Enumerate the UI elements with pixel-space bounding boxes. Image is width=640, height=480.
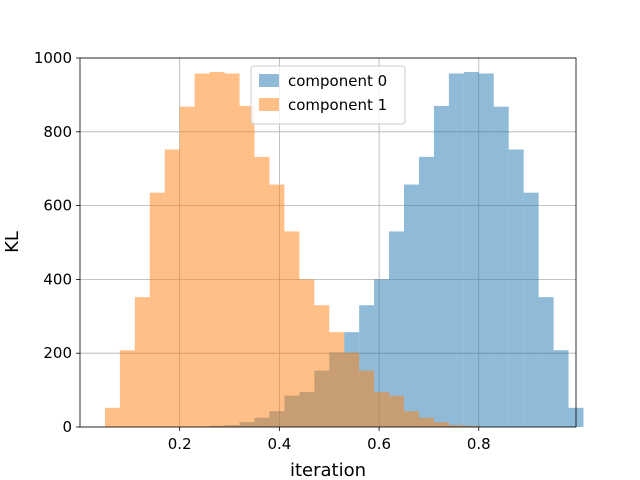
plot-frame	[79, 57, 577, 428]
histogram-bar-series-0	[418, 156, 434, 427]
y-axis-title: KL	[2, 231, 23, 253]
legend-box	[250, 65, 406, 125]
legend-swatch	[259, 98, 279, 111]
histogram-bar-series-1	[329, 332, 345, 427]
legend-swatch	[259, 74, 279, 87]
histogram-bar-series-1	[269, 184, 285, 427]
histogram-bar-series-1	[179, 106, 195, 427]
histogram-bar-series-0	[448, 73, 464, 428]
histogram-bar-series-1	[374, 391, 390, 427]
histogram-bar-series-1	[209, 72, 225, 427]
histogram-bar-series-0	[404, 184, 419, 427]
histogram-bar-series-1	[448, 425, 464, 427]
histogram-bar-series-1	[299, 279, 315, 427]
histogram-bar-series-1	[344, 352, 360, 427]
axis-ticks: 0.2 0.4 0.6 0.8 0 200 400 600 800 1000	[34, 49, 491, 453]
histogram-bar-series-1	[224, 73, 240, 428]
histogram-bar-series-0	[374, 279, 390, 427]
histogram-bar-series-1	[239, 105, 255, 427]
x-tick-label: 0.6	[367, 435, 391, 453]
x-axis-title: iteration	[290, 460, 366, 480]
legend-label: component 0	[288, 72, 387, 90]
histogram-bar-series-1	[463, 425, 479, 427]
histogram-bar-series-0	[433, 105, 449, 427]
legend: component 0 component 1	[250, 65, 406, 125]
histogram-bar-series-0	[463, 72, 479, 427]
histogram-bar-series-1	[284, 231, 300, 427]
x-tick-label: 0.4	[267, 435, 291, 453]
histogram-bar-series-0	[389, 231, 405, 427]
y-tick-label: 400	[43, 270, 72, 288]
x-tick-label: 0.2	[168, 435, 192, 453]
x-tick-label: 0.8	[467, 435, 491, 453]
histogram-bar-series-1	[149, 192, 165, 427]
histogram-bar-series-0	[493, 106, 509, 427]
histogram-bar-series-1	[164, 149, 180, 427]
histogram-bar-series-1	[359, 370, 375, 427]
histogram-bar-series-0	[553, 350, 569, 427]
histogram-bar-series-1	[254, 156, 270, 427]
histogram-bar-series-1	[433, 422, 449, 427]
y-tick-label: 600	[43, 197, 72, 215]
histogram-bar-series-1	[418, 417, 434, 427]
histogram-bar-series-1	[104, 407, 120, 427]
histogram-bar-series-0	[538, 297, 554, 427]
histogram-bar-series-1	[389, 395, 405, 427]
histogram-bar-series-1	[404, 411, 419, 427]
y-tick-label: 0	[62, 418, 72, 436]
histogram-bar-series-0	[508, 149, 524, 427]
histogram-bar-series-0	[523, 192, 539, 427]
histogram-bar-series-0	[478, 73, 494, 428]
histogram-bar-series-1	[314, 305, 330, 427]
histogram-bar-series-1	[134, 297, 150, 427]
y-tick-label: 200	[43, 344, 72, 362]
y-tick-label: 800	[43, 123, 72, 141]
histogram-bar-series-1	[194, 73, 210, 428]
legend-label: component 1	[288, 96, 387, 114]
histogram-bars	[104, 72, 584, 428]
y-tick-label: 1000	[34, 49, 72, 67]
histogram-bar-series-1	[119, 350, 135, 427]
